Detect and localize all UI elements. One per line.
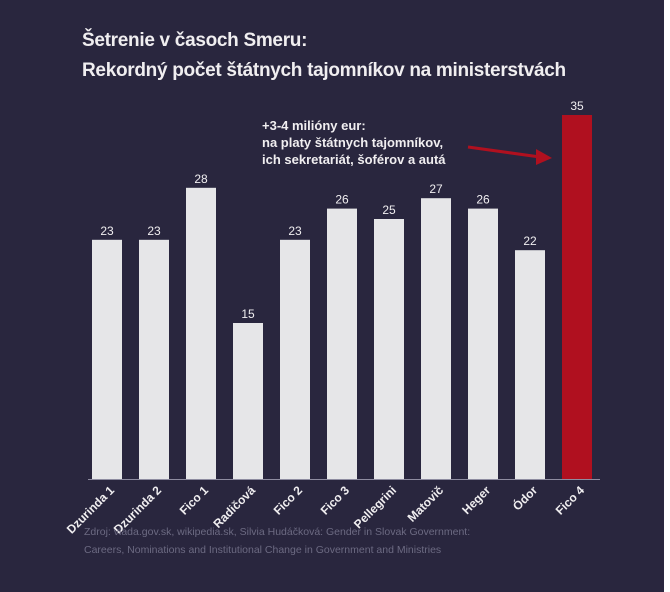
bar xyxy=(421,198,451,479)
annotation-text: +3-4 milióny eur: na platy štátnych tajo… xyxy=(262,117,446,168)
category-label: Fico 2 xyxy=(271,483,306,518)
annotation-line: ich sekretariát, šoférov a autá xyxy=(262,152,446,167)
category-label: Heger xyxy=(459,483,493,517)
arrow-line xyxy=(467,145,541,159)
data-label: 22 xyxy=(523,234,537,248)
category-label: Ódor xyxy=(509,482,540,513)
annotation-line: +3-4 milióny eur: xyxy=(262,118,366,133)
arrow-head-icon xyxy=(536,149,552,165)
bar xyxy=(327,208,357,479)
bar xyxy=(374,219,404,479)
chart-subtitle: Rekordný počet štátnych tajomníkov na mi… xyxy=(82,60,566,81)
data-label: 26 xyxy=(335,193,349,207)
bar xyxy=(280,239,310,479)
bar xyxy=(186,187,216,480)
chart-title: Šetrenie v časoch Smeru: xyxy=(82,30,308,51)
bar xyxy=(233,323,263,479)
bar xyxy=(562,115,592,479)
annotation-line: na platy štátnych tajomníkov, xyxy=(262,135,444,150)
bar xyxy=(468,208,498,479)
source-note: Zdroj: vlada.gov.sk, wikipedia.sk, Silvi… xyxy=(84,523,470,559)
category-label: Fico 1 xyxy=(177,483,212,518)
category-label: Matovič xyxy=(405,483,447,525)
data-label: 25 xyxy=(382,203,396,217)
category-label: Fico 4 xyxy=(553,483,588,518)
bar xyxy=(515,250,545,479)
data-label: 23 xyxy=(147,224,161,238)
data-label: 23 xyxy=(100,224,114,238)
source-line: Careers, Nominations and Institutional C… xyxy=(84,544,442,556)
data-label: 15 xyxy=(241,307,255,321)
source-line: Zdroj: vlada.gov.sk, wikipedia.sk, Silvi… xyxy=(84,526,471,538)
data-label: 23 xyxy=(288,224,302,238)
data-label: 28 xyxy=(194,172,208,186)
bar xyxy=(139,239,169,479)
category-label: Fico 3 xyxy=(318,483,353,518)
data-label: 27 xyxy=(429,182,443,196)
data-label: 26 xyxy=(476,193,490,207)
bar xyxy=(92,239,122,479)
data-label: 35 xyxy=(570,99,584,113)
